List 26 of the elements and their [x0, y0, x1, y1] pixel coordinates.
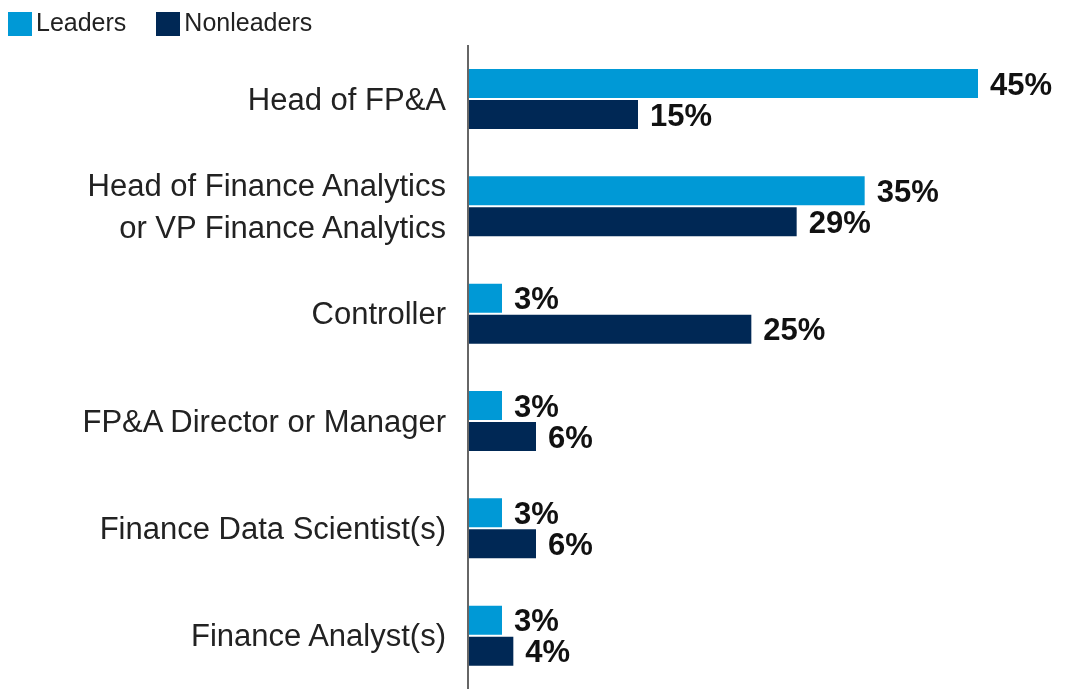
- bar: [468, 636, 514, 666]
- bar: [468, 422, 536, 451]
- bar: [468, 69, 978, 98]
- data-label: 45%: [990, 66, 1053, 102]
- y-tick-label: Controller: [311, 295, 446, 331]
- legend-label: Nonleaders: [184, 8, 313, 36]
- y-tick-label: Finance Analyst(s): [191, 617, 446, 653]
- bar: [468, 314, 752, 344]
- data-label: 29%: [808, 204, 871, 240]
- data-label: 3%: [514, 281, 559, 317]
- y-tick-label: Finance Data Scientist(s): [99, 510, 446, 546]
- y-tick-label: Head of FP&A: [247, 81, 447, 117]
- bar: [468, 176, 865, 206]
- data-label: 25%: [763, 312, 826, 348]
- bar: [468, 283, 502, 313]
- bar: [468, 529, 536, 559]
- bar: [468, 498, 502, 528]
- y-tick-label: FP&A Director or Manager: [82, 403, 446, 439]
- bar: [468, 207, 797, 237]
- data-label: 15%: [650, 97, 713, 133]
- data-label: 35%: [876, 173, 939, 209]
- legend-label: Leaders: [36, 8, 127, 36]
- y-tick-label: Head of Finance Analytics or VP Finance Analytics: [87, 167, 446, 245]
- bar: [468, 391, 502, 420]
- bar: [468, 100, 638, 129]
- bar: [468, 605, 502, 635]
